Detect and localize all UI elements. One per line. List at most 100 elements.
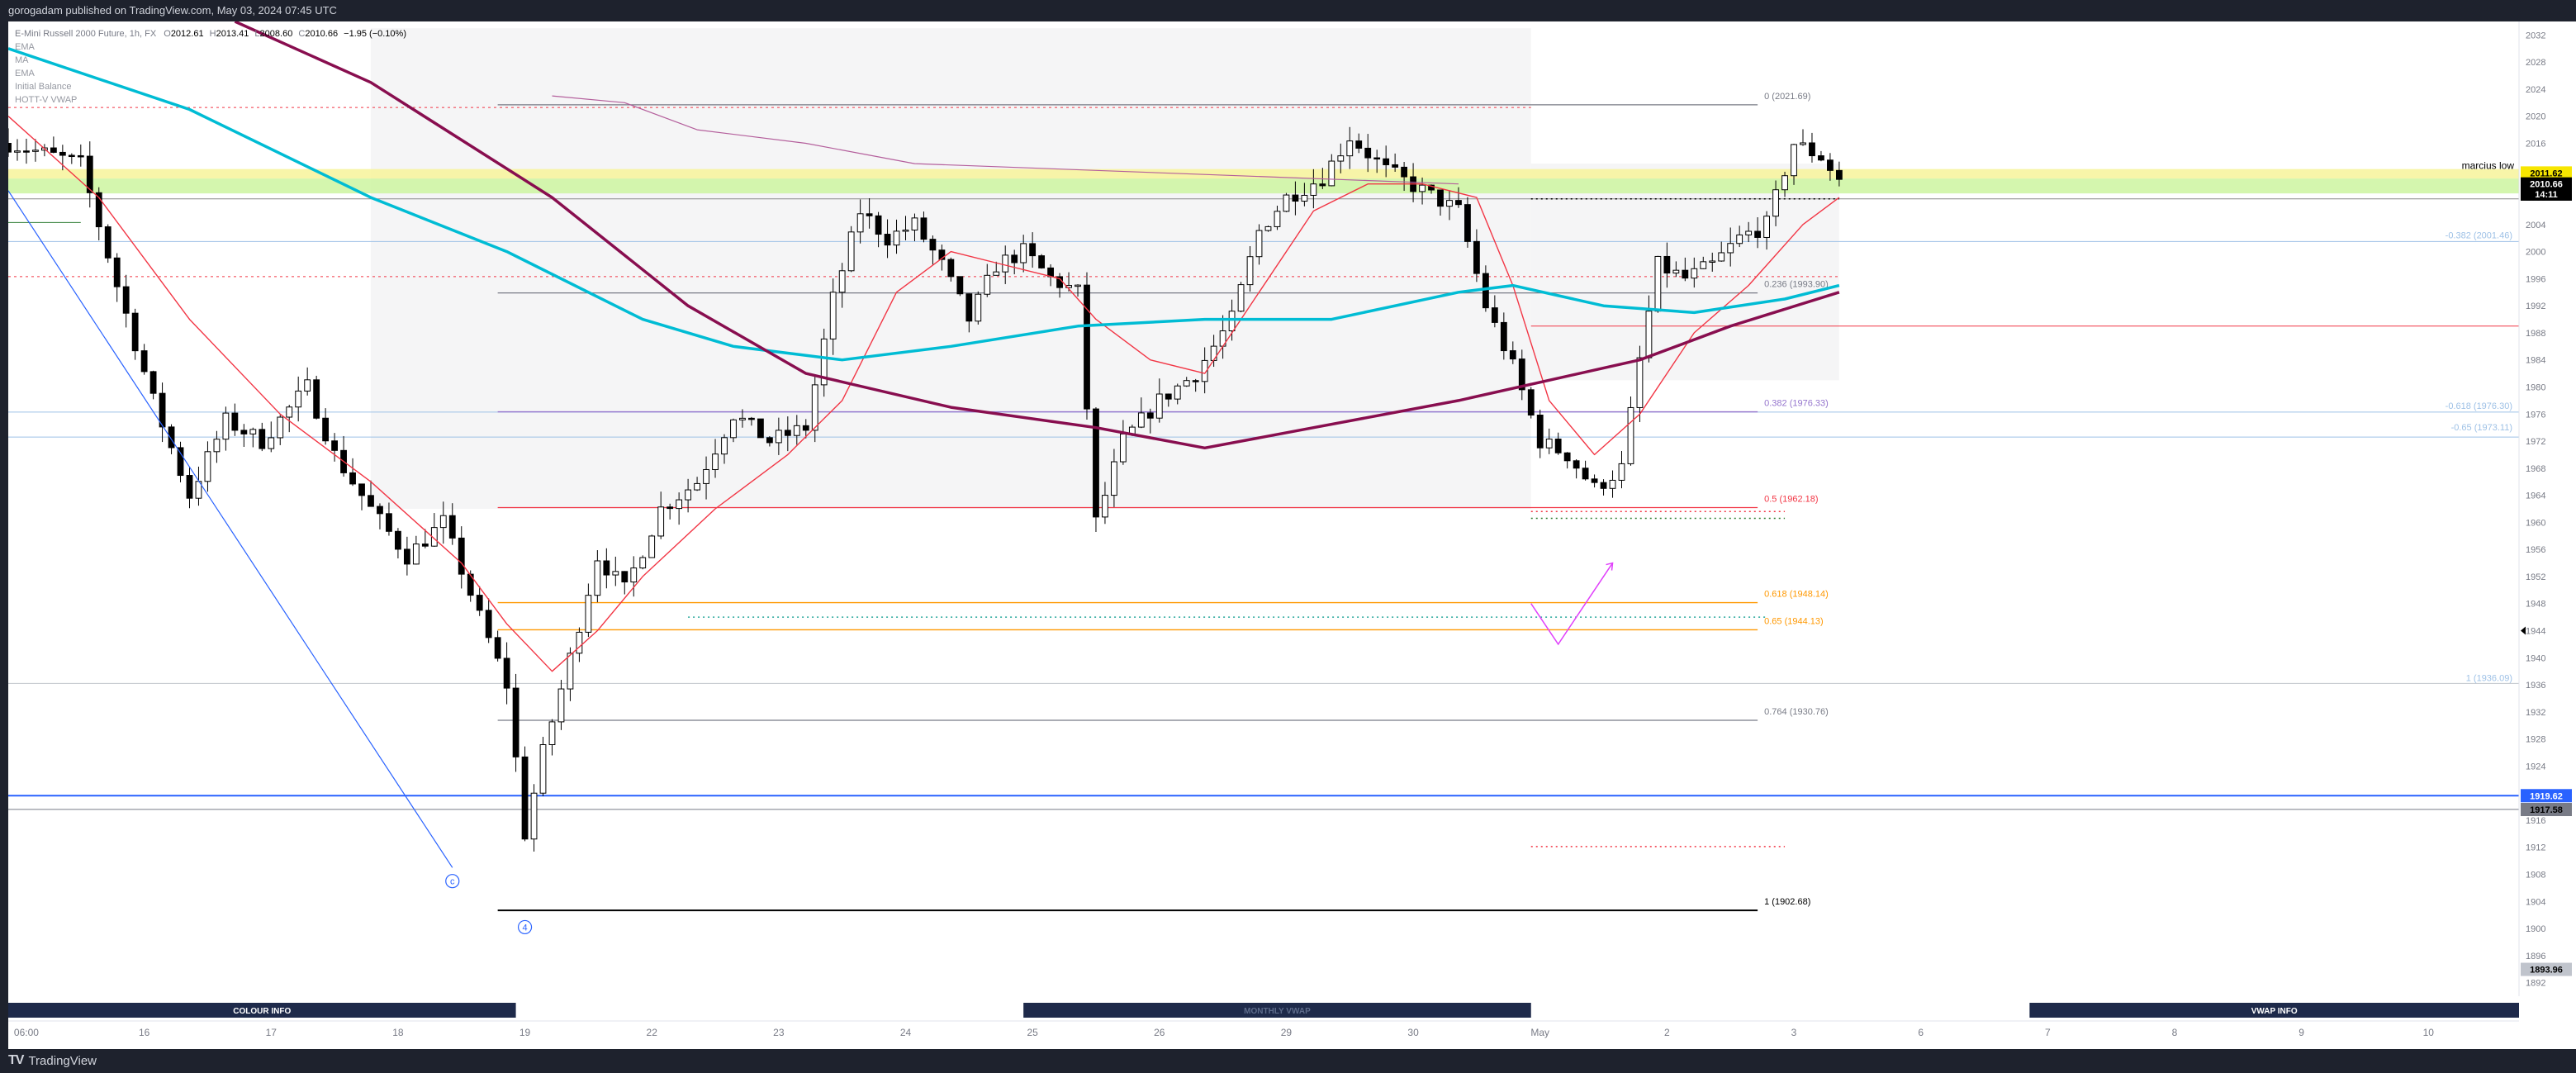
candle-body — [503, 658, 510, 689]
info-box-label-2: VWAP INFO — [2251, 1007, 2298, 1016]
price-chart[interactable]: 0 (2021.69) 0.236 (1993.90) 0.382 (1976.33… — [8, 21, 2576, 1049]
candle-body — [358, 483, 365, 496]
tradingview-logo[interactable]: TV TradingView — [8, 1053, 97, 1068]
time-tick-label: May — [1530, 1027, 1549, 1038]
candle-body — [956, 276, 964, 295]
info-box-1 — [1023, 1003, 1531, 1018]
candle-body — [1119, 433, 1127, 463]
candle-body — [1401, 166, 1408, 178]
ohlc-change: −1.95 (−0.10%) — [344, 29, 406, 39]
tradingview-logo-text: TradingView — [28, 1053, 97, 1068]
time-tick-label: 10 — [2423, 1027, 2435, 1038]
fib-label-6: 0.764 (1930.76) — [1764, 707, 1829, 717]
candle-body — [485, 610, 492, 639]
candle-body — [1301, 194, 1308, 202]
indicator-labels: EMA MA EMA Initial Balance HOTT-V VWAP — [15, 42, 77, 105]
candle-body — [1618, 463, 1625, 481]
price-tick-label: 1948 — [2526, 600, 2545, 610]
candle-body — [32, 150, 39, 152]
highlight-bands — [8, 169, 2519, 194]
candle-body — [694, 482, 700, 491]
candle-body — [1137, 412, 1145, 428]
candle-body — [1246, 256, 1254, 286]
wave-marker-1 — [517, 919, 533, 935]
indicator-label-4: HOTT-V VWAP — [15, 95, 77, 105]
candle-body — [947, 259, 955, 278]
series-vwap_band — [552, 95, 1459, 185]
candle-body — [50, 147, 57, 153]
candle-body — [458, 537, 465, 575]
candle-body — [1020, 243, 1027, 264]
candle-body — [1545, 439, 1553, 449]
candle-body — [648, 535, 656, 558]
candle-body — [1111, 461, 1117, 496]
candle-body — [1146, 412, 1154, 419]
candle-body — [685, 489, 692, 501]
candle-body — [1174, 385, 1181, 400]
candle-body — [1155, 393, 1163, 419]
candle-body — [847, 231, 855, 272]
candle-body — [1518, 358, 1525, 391]
candle-body — [1654, 255, 1662, 312]
candle-body — [412, 544, 420, 565]
candle-body — [77, 154, 84, 158]
candle-body — [802, 425, 809, 431]
candle-body — [86, 155, 93, 193]
candle-body — [1210, 345, 1217, 361]
candle-body — [965, 293, 973, 322]
candle-body — [59, 151, 66, 156]
ohlc-high-label: H — [210, 29, 216, 39]
candle-body — [820, 338, 828, 386]
candle-body — [159, 392, 166, 428]
price-tick-label: 1988 — [2526, 329, 2545, 339]
axis-marker-icon — [2521, 626, 2526, 635]
annotation-marcius-low: marcius low — [2462, 159, 2515, 171]
price-tick-label: 1964 — [2526, 491, 2545, 501]
ohlc-open-label: O — [164, 29, 171, 39]
candle-body — [1827, 159, 1834, 171]
symbol-name: E-Mini Russell 2000 Future, 1h, FX O2012… — [15, 29, 406, 39]
candle-body — [1255, 230, 1263, 258]
candle-body — [1509, 350, 1516, 360]
price-tick-label: 1980 — [2526, 383, 2545, 393]
candle-body — [1364, 147, 1372, 159]
fib-label-3: 0.5 (1962.18) — [1764, 495, 1818, 505]
price-tick-label: 1996 — [2526, 274, 2545, 284]
candle-body — [521, 756, 529, 840]
price-tick-label: 1936 — [2526, 681, 2545, 691]
candle-body — [131, 312, 139, 352]
time-tick-label: 24 — [900, 1027, 912, 1038]
candle-body — [313, 379, 320, 419]
candle-body — [286, 406, 293, 418]
price-tick-label: 2004 — [2526, 221, 2545, 230]
legend: E-Mini Russell 2000 Future, 1h, FX O2012… — [15, 29, 406, 105]
candle-body — [149, 371, 157, 394]
candle-body — [1672, 269, 1680, 274]
candle-body — [1428, 184, 1435, 191]
candle-body — [621, 571, 629, 583]
ohlc-low-label: L — [254, 29, 259, 39]
candle-body — [304, 379, 311, 392]
candle-body — [1029, 243, 1037, 257]
candle-body — [548, 721, 556, 746]
candle-body — [1201, 359, 1208, 382]
price-tick-label: 2024 — [2526, 85, 2545, 95]
candle-body — [775, 430, 782, 444]
series-ma_purple — [234, 21, 1840, 450]
candle-body — [249, 429, 257, 434]
candle-body — [186, 475, 193, 499]
candle-body — [856, 213, 864, 233]
price-tick-label: 2020 — [2526, 112, 2545, 122]
time-tick-label: 25 — [1027, 1027, 1038, 1038]
candle-body — [1383, 158, 1390, 165]
time-tick-label: 2 — [1664, 1027, 1670, 1038]
price-tick-label: 1940 — [2526, 653, 2545, 663]
candle-body — [612, 571, 619, 576]
candle-body — [386, 513, 392, 532]
candle-body — [512, 687, 519, 757]
candle-body — [1582, 468, 1589, 480]
candle-body — [993, 271, 1000, 276]
candle-body — [902, 230, 909, 232]
candle-body — [1745, 230, 1753, 235]
footer-bar — [0, 1049, 2576, 1073]
